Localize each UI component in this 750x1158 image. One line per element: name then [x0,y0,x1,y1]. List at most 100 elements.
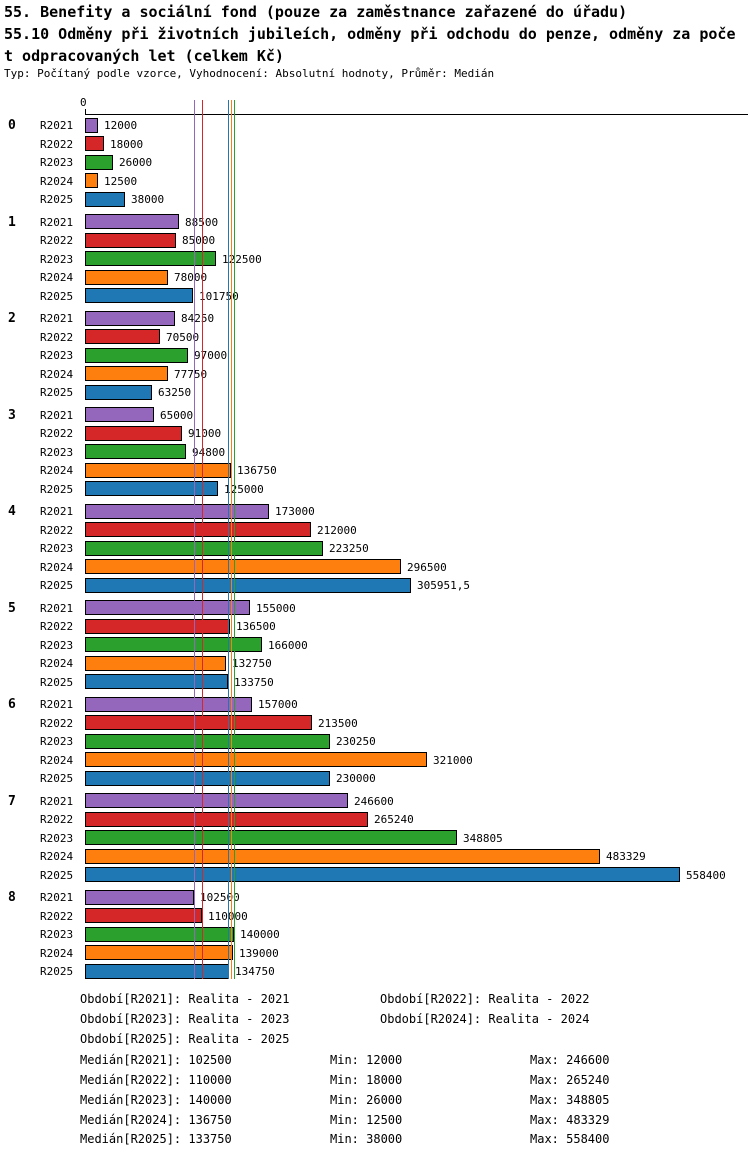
stat-median-r2023: Medián[R2023]: 140000 [80,1093,232,1107]
series-label: R2024 [40,753,74,767]
series-label: R2023 [40,735,74,748]
bar [85,136,104,151]
bar-value-label: 101750 [199,289,239,303]
series-row: R2024 78000 [0,268,750,287]
bar [85,811,368,827]
series-row: R2023 223250 [0,539,750,558]
series-label: R2024 [40,271,74,284]
bar-value-label: 110000 [208,910,248,923]
group-label: 5 [8,600,16,616]
bar-value-label: 305951,5 [417,579,470,592]
median-line [228,100,229,979]
bar-group: 5 R2021 155000 R2022 136500 R2023 166000 R2024 1… [0,599,750,692]
series-label: R2025 [40,772,74,785]
bar [85,945,233,960]
series-label: R2022 [40,427,74,440]
series-row: R2022 212000 [0,521,750,540]
series-label: R2024 [40,464,74,477]
bar [85,655,226,671]
series-row: R2024 132750 [0,654,750,673]
bar [85,908,202,923]
stat-median-r2021: Medián[R2021]: 102500 [80,1053,232,1067]
stat-min-r2024: Min: 12500 [330,1113,403,1127]
group-label: 2 [8,311,16,326]
series-row: R2025 133750 [0,673,750,692]
bar [85,848,600,864]
series-label: R2021 [40,601,74,615]
series-row: R2022 213500 [0,714,750,733]
stat-max-r2025: Max: 558400 [530,1132,610,1146]
bar-value-label: 223250 [329,542,369,555]
series-row: R2022 265240 [0,810,750,829]
stat-max-r2023: Max: 348805 [530,1093,610,1107]
bar-value-label: 155000 [256,601,296,615]
series-label: R2021 [40,794,74,808]
series-label: R2021 [40,312,74,325]
bar-group: 6 R2021 157000 R2022 213500 R2023 230250 R2024 3… [0,695,750,788]
series-row: R2023 122500 [0,250,750,269]
series-label: R2022 [40,716,74,730]
bar [85,600,250,615]
series-row: R2023 230250 [0,732,750,751]
bar [85,232,176,248]
bar [85,251,216,266]
series-label: R2025 [40,386,74,399]
series-row: R2022 91000 [0,424,750,443]
bar-value-label: 133750 [234,675,274,689]
bar [85,347,188,363]
series-row: R2021 173000 [0,502,750,521]
series-row: R2025 63250 [0,383,750,402]
series-label: R2024 [40,560,74,574]
series-label: R2021 [40,119,74,132]
bar-value-label: 140000 [240,928,280,941]
bar-value-label: 558400 [686,868,726,882]
bar-value-label: 26000 [119,156,153,169]
series-row: R2021 102500 [0,888,750,907]
bar-value-label: 348805 [463,831,503,845]
bar-value-label: 88500 [185,216,218,229]
series-row: R2024 296500 [0,558,750,577]
series-label: R2023 [40,156,74,169]
series-row: R2022 136500 [0,617,750,636]
bar-value-label: 132750 [232,657,272,670]
series-label: R2023 [40,252,74,266]
bar-value-label: 77750 [174,367,208,381]
bar-value-label: 91000 [188,427,222,440]
bar [85,425,182,441]
series-label: R2022 [40,813,74,826]
stat-min-r2021: Min: 12000 [330,1053,403,1067]
series-label: R2022 [40,137,74,151]
bar [85,310,175,326]
legend-item-r2022: Období[R2022]: Realita - 2022 [380,992,590,1006]
group-label: 4 [8,504,16,519]
series-row: R2025 125000 [0,480,750,499]
series-label: R2023 [40,831,74,845]
bar [85,407,154,422]
series-label: R2021 [40,698,74,711]
series-row: R2024 321000 [0,751,750,770]
group-label: 0 [8,118,16,133]
median-line [194,100,195,979]
series-row: R2021 65000 [0,406,750,425]
bar [85,770,330,786]
bar-value-label: 136500 [236,620,276,633]
bar [85,540,323,556]
stat-median-r2025: Medián[R2025]: 133750 [80,1132,232,1146]
median-line [234,100,235,979]
series-label: R2021 [40,215,74,229]
series-label: R2022 [40,234,74,247]
bar-value-label: 18000 [110,137,144,151]
series-row: R2024 77750 [0,365,750,384]
stat-min-r2023: Min: 26000 [330,1093,403,1107]
bar-value-label: 213500 [318,716,358,730]
stat-min-r2022: Min: 18000 [330,1073,403,1087]
series-label: R2023 [40,928,74,941]
series-row: R2021 246600 [0,792,750,811]
series-label: R2025 [40,193,74,206]
series-row: R2023 140000 [0,925,750,944]
series-row: R2024 136750 [0,461,750,480]
median-line [202,100,203,979]
series-row: R2024 483329 [0,847,750,866]
bar-value-label: 265240 [374,813,414,826]
bar-value-label: 321000 [433,753,473,767]
